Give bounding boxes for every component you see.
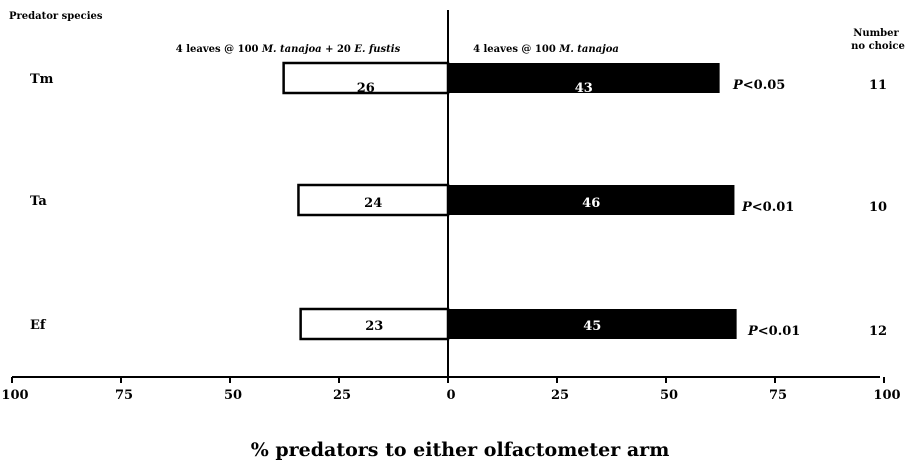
right-arm-label-part2: M. tanajoa bbox=[558, 44, 619, 55]
header-number-line1: Number bbox=[853, 28, 899, 39]
x-tick-label: 75 bbox=[769, 388, 787, 403]
bar-rows: Tm 26 43 P<0.05 11 Ta 24 46 P<0.01 10 Ef 23 45 P<0.01… bbox=[30, 61, 887, 341]
bar-right bbox=[448, 63, 720, 93]
p-value: P<0.05 bbox=[732, 78, 785, 93]
bar-left-value: 24 bbox=[364, 196, 382, 211]
x-tick-label: 50 bbox=[224, 388, 242, 403]
bar-left bbox=[299, 307, 450, 341]
bar-right-value: 45 bbox=[583, 319, 601, 334]
bar-left-value: 26 bbox=[357, 81, 375, 96]
right-arm-label: 4 leaves @ 100 M. tanajoa bbox=[473, 44, 619, 55]
category-label: Tm bbox=[30, 72, 54, 87]
x-axis-ticks: 100 75 50 25 0 25 50 75 100 bbox=[1, 377, 901, 403]
category-label: Ta bbox=[30, 194, 47, 209]
no-choice-count: 12 bbox=[869, 324, 887, 339]
x-tick-label: 0 bbox=[446, 388, 455, 403]
bar-right-value: 46 bbox=[582, 196, 600, 211]
no-choice-count: 10 bbox=[869, 200, 887, 215]
left-arm-label-part4: E. fustis bbox=[353, 44, 400, 55]
bar-left-value: 23 bbox=[365, 319, 383, 334]
p-value: P<0.01 bbox=[747, 324, 800, 339]
bar-left bbox=[297, 183, 450, 217]
x-tick-label: 25 bbox=[333, 388, 351, 403]
x-tick-label: 75 bbox=[115, 388, 133, 403]
header-predator-species: Predator species bbox=[9, 11, 103, 22]
left-arm-label-part3: + 20 bbox=[322, 44, 355, 55]
left-arm-label: 4 leaves @ 100 M. tanajoa + 20 E. fustis bbox=[176, 44, 401, 55]
x-tick-label: 100 bbox=[1, 388, 28, 403]
x-tick-label: 100 bbox=[873, 388, 900, 403]
no-choice-count: 11 bbox=[869, 78, 887, 93]
category-label: Ef bbox=[30, 318, 47, 333]
left-arm-label-part1: 4 leaves @ 100 bbox=[176, 44, 262, 55]
p-value: P<0.01 bbox=[741, 200, 794, 215]
bar-right-value: 43 bbox=[575, 81, 593, 96]
x-tick-label: 25 bbox=[551, 388, 569, 403]
bar-right bbox=[448, 185, 735, 215]
left-arm-label-part2: M. tanajoa bbox=[261, 44, 322, 55]
x-tick-label: 50 bbox=[660, 388, 678, 403]
header-number-line2: no choice bbox=[851, 41, 905, 52]
bar-right bbox=[448, 309, 737, 339]
x-axis-title: % predators to either olfactometer arm bbox=[251, 439, 670, 461]
right-arm-label-part1: 4 leaves @ 100 bbox=[473, 44, 559, 55]
